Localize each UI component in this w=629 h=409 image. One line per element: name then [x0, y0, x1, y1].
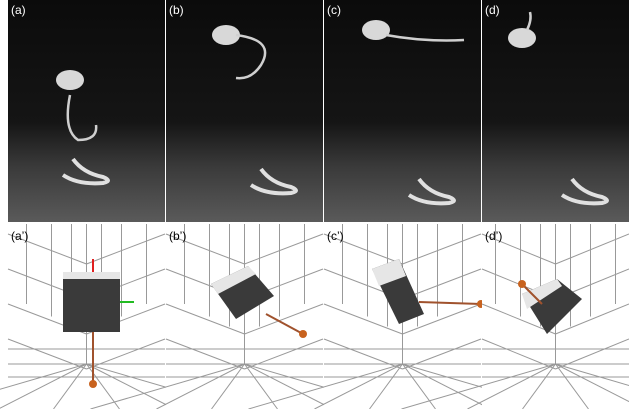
render-row: (a’) (b’) (c’) (d’): [0, 224, 629, 409]
animal-body: [508, 28, 536, 48]
panel-label: (b’): [169, 229, 186, 243]
photo-background: [8, 0, 165, 222]
photo-background: [482, 0, 629, 222]
panel-label: (a): [11, 3, 26, 17]
animal-body: [362, 20, 390, 40]
photo-panel: (a): [8, 0, 165, 222]
photo-panel: (b): [166, 0, 323, 222]
animal-body: [56, 70, 84, 90]
panel-label: (a’): [11, 229, 28, 243]
photo-panel: (c): [324, 0, 481, 222]
ball: [89, 380, 97, 388]
page: (a)(b)(c)(d) (a’)(b’)(c’)(d’) (() => { c…: [0, 0, 629, 409]
panel-label: (c’): [327, 229, 344, 243]
ball: [518, 280, 526, 288]
animal-body: [212, 25, 240, 45]
panel-label: (c): [327, 3, 341, 17]
cube-top: [63, 272, 120, 279]
photo-row: (a) (b) (c) (d): [8, 0, 629, 222]
figure: (a) (b) (c) (d) (a’) (b’) (c’) (d’): [0, 0, 629, 409]
photo-panel: (d): [482, 0, 629, 222]
panel-label: (d’): [485, 229, 502, 243]
photo-background: [324, 0, 481, 222]
panel-label: (b): [169, 3, 184, 17]
photo-background: [166, 0, 323, 222]
panel-label: (d): [485, 3, 500, 17]
cube-face: [63, 276, 120, 332]
ball: [299, 330, 307, 338]
